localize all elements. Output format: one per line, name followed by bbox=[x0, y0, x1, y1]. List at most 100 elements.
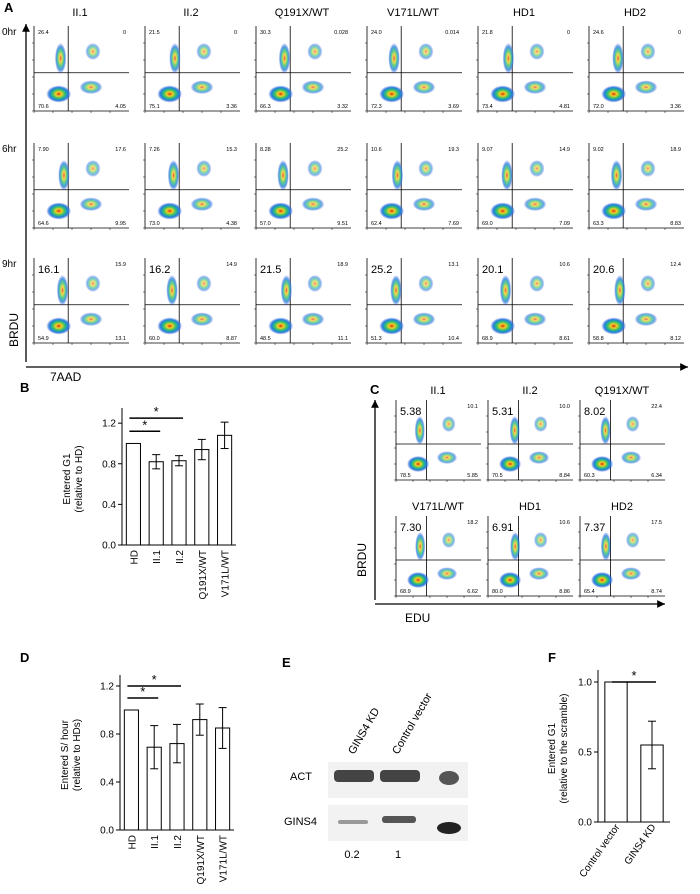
cell-cloud bbox=[157, 85, 183, 103]
cell-cloud bbox=[58, 160, 70, 191]
quadrant-value: 10.6 bbox=[559, 262, 570, 268]
cell-cloud bbox=[523, 80, 547, 94]
cell-cloud bbox=[412, 197, 436, 211]
quadrant-value: 8.74 bbox=[651, 589, 662, 595]
quadrant-value: 0 bbox=[678, 30, 681, 36]
cell-cloud bbox=[414, 416, 425, 445]
plot-title: Q191X/WT bbox=[595, 385, 650, 397]
cell-cloud bbox=[46, 317, 72, 335]
panel-label: E bbox=[282, 655, 291, 670]
ratio-value: 0.2 bbox=[344, 849, 359, 861]
cell-cloud bbox=[412, 80, 436, 94]
cell-cloud bbox=[407, 456, 430, 472]
cell-cloud bbox=[307, 160, 323, 177]
x-tick-label: V171L/WT bbox=[221, 550, 232, 597]
quadrant-value: 17.6 bbox=[115, 147, 126, 153]
quadrant-value: 63.3 bbox=[593, 221, 604, 227]
quadrant-value: 14.9 bbox=[559, 147, 570, 153]
row-label: 9hr bbox=[2, 259, 17, 270]
quadrant-value: 70.5 bbox=[492, 473, 503, 479]
cell-cloud bbox=[268, 202, 294, 220]
quadrant-value: 80.0 bbox=[492, 589, 503, 595]
y-tick-label: 0.4 bbox=[102, 500, 116, 511]
panel-label: F bbox=[548, 650, 556, 665]
column-header: Q191X/WT bbox=[275, 7, 330, 19]
panel-label: B bbox=[20, 380, 29, 395]
cell-cloud bbox=[418, 275, 434, 292]
quadrant-value: 7.90 bbox=[38, 147, 49, 153]
y-tick-label: 1.2 bbox=[100, 682, 114, 693]
cell-cloud bbox=[509, 416, 520, 445]
axis-title: 7AAD bbox=[50, 370, 82, 384]
cell-cloud bbox=[490, 317, 516, 335]
cell-cloud bbox=[523, 197, 547, 211]
quadrant-value: 22.4 bbox=[651, 404, 662, 410]
quadrant-value: 8.84 bbox=[559, 473, 570, 479]
cell-cloud bbox=[157, 317, 183, 335]
cell-cloud bbox=[612, 43, 624, 74]
cell-cloud bbox=[625, 532, 640, 548]
band-label: GINS4 bbox=[284, 816, 317, 828]
cell-cloud bbox=[166, 275, 178, 306]
column-header: HD2 bbox=[624, 7, 646, 19]
plot-title: II.2 bbox=[522, 385, 537, 397]
cell-cloud bbox=[528, 451, 550, 464]
cell-cloud bbox=[600, 532, 612, 561]
lane-label: Control vector bbox=[390, 691, 435, 757]
quadrant-value: 15.3 bbox=[226, 147, 237, 153]
cell-cloud bbox=[79, 312, 103, 327]
cell-cloud bbox=[533, 416, 548, 432]
y-axis-title: Entered S/ hour bbox=[60, 719, 71, 790]
quadrant-value: 5.31 bbox=[492, 406, 513, 418]
cell-cloud bbox=[391, 160, 404, 191]
cell-cloud bbox=[56, 275, 69, 306]
plot-title: HD1 bbox=[519, 501, 541, 513]
cell-cloud bbox=[436, 451, 458, 464]
quadrant-value: 60.0 bbox=[149, 336, 160, 342]
cell-cloud bbox=[280, 275, 293, 306]
quadrant-value: 0 bbox=[123, 30, 126, 36]
band bbox=[382, 816, 416, 823]
cell-cloud bbox=[301, 312, 325, 327]
panel-label: D bbox=[20, 650, 29, 665]
cell-cloud bbox=[499, 572, 522, 588]
quadrant-value: 73.0 bbox=[149, 221, 160, 227]
cell-cloud bbox=[85, 275, 101, 292]
cell-cloud bbox=[190, 312, 214, 327]
cell-cloud bbox=[196, 275, 212, 292]
cell-cloud bbox=[418, 43, 434, 60]
quadrant-value: 70.6 bbox=[38, 104, 49, 110]
cell-cloud bbox=[167, 160, 180, 191]
column-header: II.1 bbox=[72, 7, 87, 19]
cell-cloud bbox=[379, 317, 405, 335]
quadrant-value: 7.09 bbox=[559, 221, 570, 227]
quadrant-value: 68.9 bbox=[400, 589, 411, 595]
cell-cloud bbox=[441, 416, 456, 432]
cell-cloud bbox=[85, 43, 101, 60]
quadrant-value: 18.9 bbox=[337, 262, 348, 268]
quadrant-value: 11.1 bbox=[338, 336, 348, 342]
cell-cloud bbox=[614, 275, 626, 306]
quadrant-value: 48.5 bbox=[260, 336, 271, 342]
quadrant-value: 10.1 bbox=[467, 404, 478, 410]
quadrant-value: 17.5 bbox=[651, 520, 662, 526]
quadrant-value: 10.6 bbox=[371, 147, 382, 153]
column-header: V171L/WT bbox=[387, 7, 439, 19]
cell-cloud bbox=[634, 80, 658, 94]
cell-cloud bbox=[157, 202, 183, 220]
quadrant-value: 24.0 bbox=[371, 30, 382, 36]
quadrant-value: 8.61 bbox=[559, 336, 570, 342]
cell-cloud bbox=[268, 85, 294, 103]
y-tick-label: 0.4 bbox=[100, 778, 114, 789]
cell-cloud bbox=[390, 275, 402, 306]
bar bbox=[194, 449, 210, 546]
cell-cloud bbox=[640, 43, 656, 60]
band-label: ACT bbox=[290, 771, 312, 783]
x-tick-label: Control vector bbox=[578, 822, 623, 880]
x-tick-label: Q191X/WT bbox=[198, 550, 209, 599]
cell-cloud bbox=[301, 197, 325, 211]
cell-cloud bbox=[46, 85, 72, 103]
bar bbox=[125, 442, 141, 546]
y-tick-label: 0.5 bbox=[578, 748, 592, 759]
significance-star: * bbox=[142, 417, 147, 432]
